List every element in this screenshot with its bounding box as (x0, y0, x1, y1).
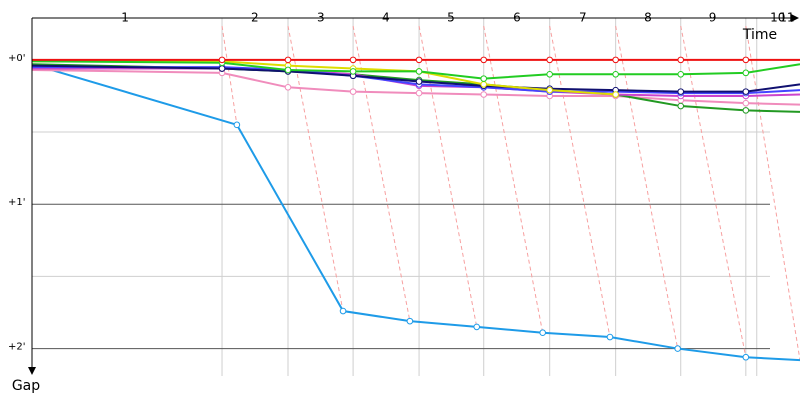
point (742, 353, 750, 361)
series-line (32, 60, 616, 96)
series-line (31, 63, 800, 362)
lap-line (680, 25, 747, 358)
point (349, 88, 357, 95)
lap-line (418, 25, 478, 328)
point (546, 70, 553, 78)
point (742, 107, 750, 114)
point (539, 329, 546, 336)
point (742, 69, 750, 77)
point (612, 91, 619, 98)
point (546, 86, 553, 94)
point (218, 56, 226, 64)
lap-line (549, 25, 611, 338)
x-axis-label: Time (742, 27, 777, 43)
lap-line (745, 25, 800, 361)
point (612, 70, 619, 78)
point (677, 102, 685, 110)
point (606, 333, 614, 341)
point (674, 345, 681, 352)
point (218, 65, 226, 72)
point (349, 56, 357, 64)
point (677, 88, 685, 95)
point (339, 307, 347, 315)
y-axis-label: Gap (12, 378, 40, 394)
point (415, 68, 423, 75)
y-tick-label: +2' (8, 342, 26, 353)
point (480, 91, 488, 98)
lap-line (615, 25, 679, 349)
plot (31, 56, 800, 362)
point (677, 70, 685, 78)
point (415, 89, 423, 97)
lap-line (287, 25, 344, 312)
y-tick-label: +1' (8, 197, 26, 208)
point (415, 56, 423, 64)
point (406, 317, 414, 325)
series-line (31, 60, 800, 80)
point (233, 121, 241, 129)
point (473, 323, 481, 331)
point (742, 88, 750, 95)
point (415, 78, 423, 85)
point (284, 83, 292, 91)
point (349, 68, 357, 75)
point (742, 99, 750, 107)
point (480, 56, 488, 64)
point (612, 56, 619, 64)
series-line (31, 64, 800, 93)
point (742, 56, 750, 64)
y-tick-label: +0' (8, 53, 26, 64)
point (546, 56, 553, 64)
lap-line (483, 25, 544, 333)
point (677, 56, 685, 64)
point (480, 81, 488, 88)
point (284, 56, 292, 64)
point (480, 75, 488, 82)
point (284, 66, 292, 74)
